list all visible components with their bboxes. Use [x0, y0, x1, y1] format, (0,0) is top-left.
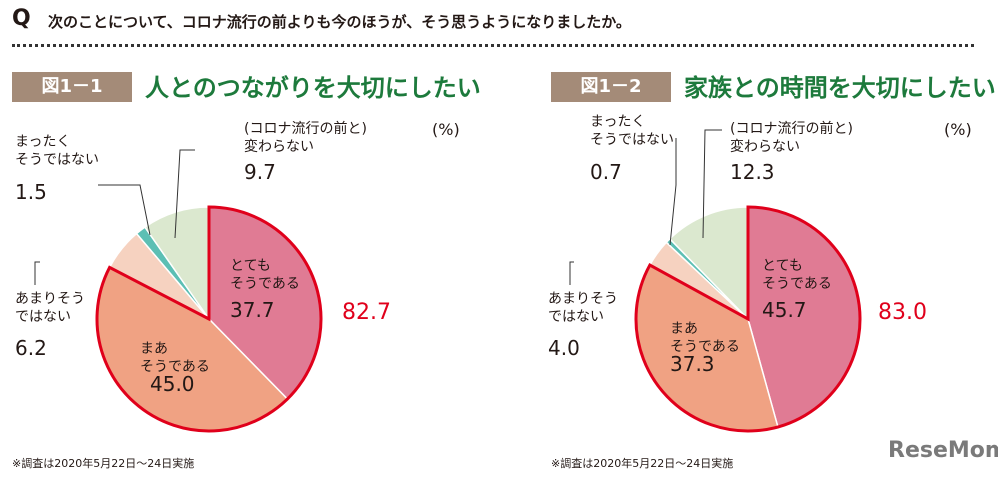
figure-label: 図1－1 [12, 72, 132, 102]
slice-label: まあ そうである [670, 321, 740, 355]
leader-line [34, 261, 40, 285]
question-icon: Q [12, 6, 31, 31]
slice-label: (コロナ流行の前と) 変わらない [730, 121, 853, 155]
slice-value: 45.7 [762, 298, 807, 322]
unit-label: (%) [944, 120, 972, 139]
figure-label: 図1－2 [551, 72, 671, 102]
survey-note: ※調査は2020年5月22日～24日実施 [12, 457, 195, 470]
slice-value: 6.2 [15, 336, 47, 360]
leader-line [569, 261, 574, 285]
chart-title: 家族との時間を大切にしたい [684, 74, 996, 102]
positive-outline [95, 205, 323, 433]
dotted-divider [12, 44, 974, 47]
question-text: 次のことについて、コロナ流行の前よりも今のほうが、そう思うようになりましたか。 [48, 13, 631, 31]
total-positive-label: 82.7 [342, 300, 391, 325]
slice-label: あまりそう ではない [548, 291, 618, 325]
slice-label: (コロナ流行の前と) 変わらない [244, 121, 367, 155]
resemom-logo: ReseMom [888, 438, 998, 463]
slice-label: まったく そうではない [590, 114, 674, 148]
unit-label: (%) [432, 120, 460, 139]
slice-value: 0.7 [590, 160, 622, 184]
leader-line [702, 129, 722, 239]
slice-label: とても そうである [230, 258, 300, 292]
slice-value: 1.5 [15, 180, 47, 204]
slice-label: まあ そうである [140, 341, 210, 375]
slice-value: 9.7 [244, 160, 276, 184]
slice-value: 37.7 [230, 298, 275, 322]
leader-line [98, 184, 151, 236]
slice-label: まったく そうではない [15, 134, 99, 168]
slice-value: 37.3 [670, 352, 715, 376]
slice-value: 4.0 [548, 336, 580, 360]
chart-title: 人とのつながりを大切にしたい [145, 74, 481, 102]
leader-line [174, 149, 195, 239]
pie-slice [668, 206, 749, 321]
slice-label: あまりそう ではない [15, 291, 85, 325]
total-positive-label: 83.0 [878, 300, 927, 325]
leader-line [669, 138, 677, 246]
slice-label: とても そうである [762, 258, 832, 292]
survey-note: ※調査は2020年5月22日～24日実施 [551, 457, 734, 470]
slice-value: 12.3 [730, 160, 775, 184]
slice-value: 45.0 [150, 372, 195, 396]
positive-outline [634, 205, 862, 433]
